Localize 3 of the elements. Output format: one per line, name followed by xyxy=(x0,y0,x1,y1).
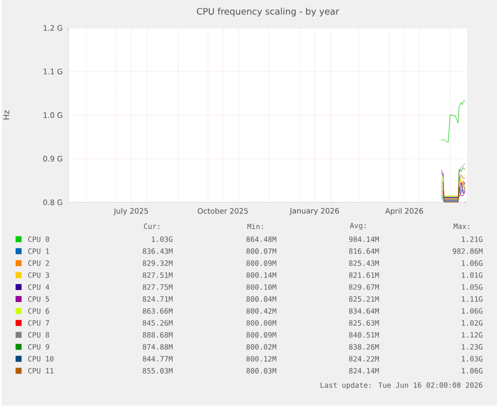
chart-title: CPU frequency scaling - by year xyxy=(196,8,340,17)
line-series xyxy=(440,100,466,143)
line-series xyxy=(440,186,466,202)
